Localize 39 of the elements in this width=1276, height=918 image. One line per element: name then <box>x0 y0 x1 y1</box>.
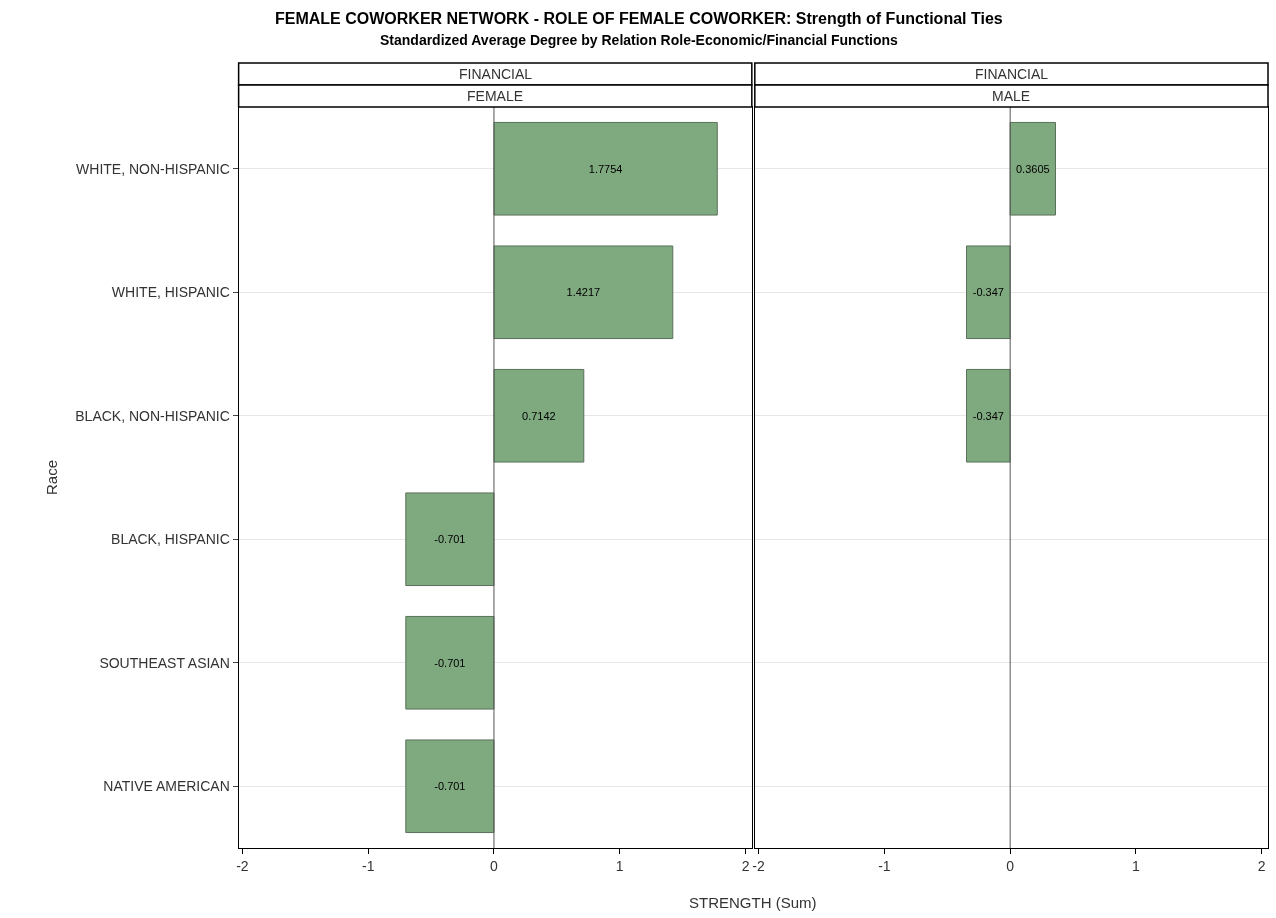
bar <box>405 492 495 587</box>
y-tick-label: WHITE, NON-HISPANIC <box>76 160 230 177</box>
data-label: -0.701 <box>434 533 466 546</box>
chart-title: FEMALE COWORKER NETWORK - ROLE OF FEMALE COWORKER: Strength of Functional Ties <box>275 10 1003 27</box>
data-label: 1.7754 <box>588 162 623 175</box>
text: FEMALE <box>467 88 524 104</box>
bar <box>493 245 674 340</box>
y-tick-label: BLACK, HISPANIC <box>111 531 230 548</box>
data-label: 0.7142 <box>522 409 556 422</box>
x-axis-title: STRENGTH (Sum) <box>689 894 817 911</box>
data-label: -0.347 <box>972 286 1004 299</box>
bar <box>405 739 495 834</box>
data-label: -0.347 <box>972 409 1004 422</box>
x-tick-label: -2 <box>752 857 766 874</box>
x-tick-label: 2 <box>1257 857 1266 874</box>
data-label: 0.3605 <box>1016 162 1050 175</box>
y-tick-label: SOUTHEAST ASIAN <box>99 654 230 671</box>
chart-subtitle: Standardized Average Degree by Relation Role-Economic/Financial Functions <box>380 32 899 48</box>
x-tick-label: -2 <box>236 857 249 874</box>
data-label: 1.4217 <box>566 286 601 299</box>
x-tick-label: 1 <box>615 857 624 874</box>
y-tick-label: WHITE, HISPANIC <box>111 284 230 301</box>
x-tick-label: -1 <box>878 857 891 874</box>
data-label: -0.701 <box>434 656 466 669</box>
x-tick-label: -1 <box>361 857 375 874</box>
data-label: -0.701 <box>434 780 466 793</box>
x-tick-label: 0 <box>490 857 499 874</box>
bar <box>493 121 718 216</box>
bar <box>405 615 495 710</box>
bar <box>493 368 585 463</box>
y-axis-title: Race <box>42 459 60 496</box>
text: MALE <box>992 88 1031 104</box>
text: FINANCIAL <box>975 66 1049 82</box>
x-tick-label: 1 <box>1132 857 1141 874</box>
y-tick-label: NATIVE AMERICAN <box>103 778 230 795</box>
x-tick-label: 0 <box>1006 857 1015 874</box>
x-tick-label: 2 <box>741 857 750 874</box>
y-tick-label: BLACK, NON-HISPANIC <box>75 407 230 424</box>
text: FINANCIAL <box>459 66 533 82</box>
